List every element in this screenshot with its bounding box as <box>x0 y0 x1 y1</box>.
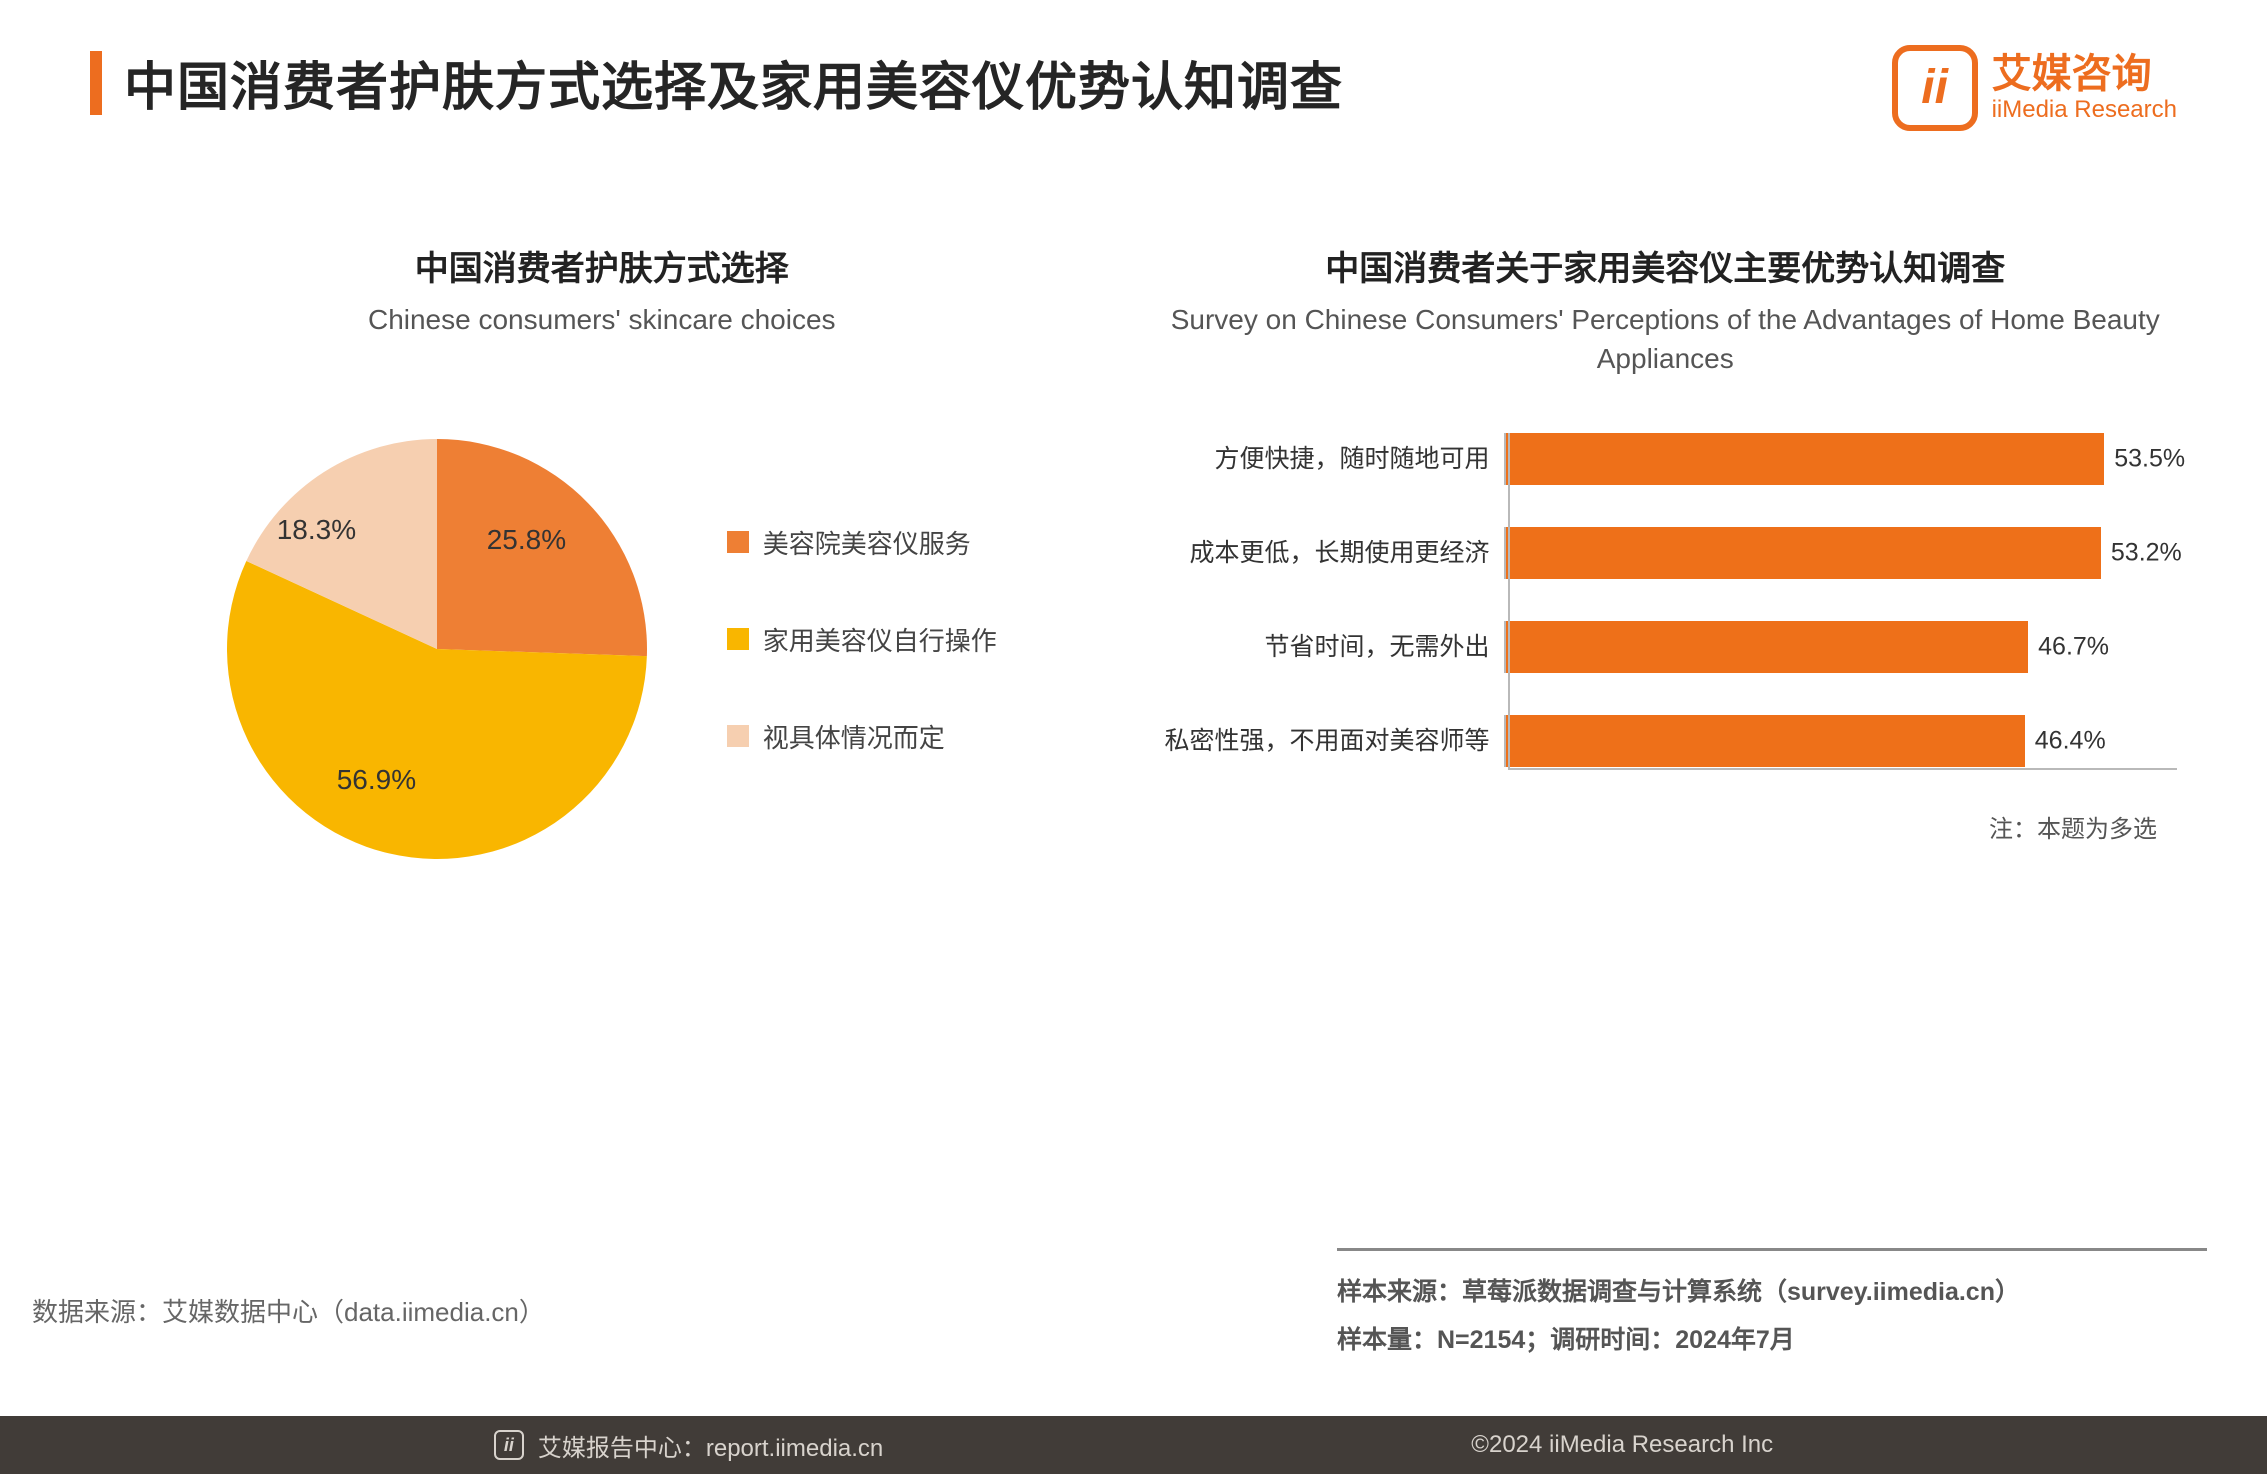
footer-bar: ii 艾媒报告中心：report.iimedia.cn ©2024 iiMedi… <box>0 1416 2267 1474</box>
bar-chart-column: 中国消费者关于家用美容仪主要优势认知调查 Survey on Chinese C… <box>1154 241 2178 869</box>
bar-row: 节省时间，无需外出46.7% <box>1164 621 2178 673</box>
legend-label: 美容院美容仪服务 <box>763 524 971 561</box>
header: 中国消费者护肤方式选择及家用美容仪优势认知调查 ii 艾媒咨询 iiMedia … <box>0 0 2267 131</box>
pie-slice-label: 56.9% <box>337 764 416 796</box>
bar-note: 注：本题为多选 <box>1154 809 2178 844</box>
bar-track: 46.4% <box>1504 715 2178 767</box>
bar-track: 53.2% <box>1504 527 2178 579</box>
sample-source: 样本来源：草莓派数据调查与计算系统（survey.iimedia.cn） <box>1337 1269 2207 1317</box>
bar-category-label: 节省时间，无需外出 <box>1164 631 1504 664</box>
pie-legend-item: 家用美容仪自行操作 <box>727 621 997 658</box>
page-title: 中国消费者护肤方式选择及家用美容仪优势认知调查 <box>124 45 1343 120</box>
legend-label: 视具体情况而定 <box>763 718 945 755</box>
pie-chart-column: 中国消费者护肤方式选择 Chinese consumers' skincare … <box>90 241 1114 869</box>
data-source-left: 数据来源：艾媒数据中心（data.iimedia.cn） <box>32 1292 545 1329</box>
legend-swatch <box>727 725 749 747</box>
pie-legend-item: 美容院美容仪服务 <box>727 524 997 561</box>
bar-fill: 53.5% <box>1506 433 2105 485</box>
pie-slice-label: 25.8% <box>487 524 566 556</box>
footer-logo-icon: ii <box>494 1430 524 1460</box>
pie-slice-label: 18.3% <box>277 514 356 546</box>
bar-title-en: Survey on Chinese Consumers' Perceptions… <box>1154 300 2178 378</box>
logo: ii 艾媒咨询 iiMedia Research <box>1892 45 2177 131</box>
pie-title-cn: 中国消费者护肤方式选择 <box>90 241 1114 290</box>
bar-value-label: 53.2% <box>2111 539 2182 568</box>
pie-legend-item: 视具体情况而定 <box>727 718 997 755</box>
bar-category-label: 方便快捷，随时随地可用 <box>1164 443 1504 476</box>
logo-icon: ii <box>1892 45 1978 131</box>
bar-chart: 方便快捷，随时随地可用53.5% 成本更低，长期使用更经济53.2% 节省时间，无需… <box>1154 433 2178 767</box>
bar-title-cn: 中国消费者关于家用美容仪主要优势认知调查 <box>1154 241 2178 290</box>
pie-svg-box: 25.8% 56.9% 18.3% <box>207 409 667 869</box>
logo-glyph: ii <box>1921 64 1948 112</box>
sample-info-box: 样本来源：草莓派数据调查与计算系统（survey.iimedia.cn） 样本量… <box>1337 1248 2207 1364</box>
title-block: 中国消费者护肤方式选择及家用美容仪优势认知调查 <box>90 45 1343 120</box>
legend-swatch <box>727 531 749 553</box>
bar-value-label: 46.7% <box>2038 633 2109 662</box>
legend-label: 家用美容仪自行操作 <box>763 621 997 658</box>
pie-chart <box>207 409 667 889</box>
bar-track: 53.5% <box>1504 433 2178 485</box>
title-accent-bar <box>90 51 102 115</box>
logo-text: 艾媒咨询 iiMedia Research <box>1992 52 2177 124</box>
bar-track: 46.7% <box>1504 621 2178 673</box>
footer-copyright: ©2024 iiMedia Research Inc <box>1471 1431 1773 1459</box>
bar-row: 成本更低，长期使用更经济53.2% <box>1164 527 2178 579</box>
bar-y-axis <box>1508 433 1510 769</box>
legend-swatch <box>727 628 749 650</box>
logo-text-en: iiMedia Research <box>1992 96 2177 124</box>
bar-baseline <box>1508 768 2178 770</box>
logo-text-cn: 艾媒咨询 <box>1992 52 2177 96</box>
bar-category-label: 成本更低，长期使用更经济 <box>1164 537 1504 570</box>
bar-category-label: 私密性强，不用面对美容师等 <box>1164 725 1504 758</box>
pie-title-en: Chinese consumers' skincare choices <box>90 300 1114 339</box>
pie-wrap: 25.8% 56.9% 18.3% 美容院美容仪服务家用美容仪自行操作视具体情况而定 <box>90 409 1114 869</box>
bar-value-label: 46.4% <box>2035 727 2106 756</box>
bar-fill: 53.2% <box>1506 527 2101 579</box>
bar-fill: 46.7% <box>1506 621 2029 673</box>
bar-row: 私密性强，不用面对美容师等46.4% <box>1164 715 2178 767</box>
pie-legend: 美容院美容仪服务家用美容仪自行操作视具体情况而定 <box>727 524 997 755</box>
bar-row: 方便快捷，随时随地可用53.5% <box>1164 433 2178 485</box>
bar-fill: 46.4% <box>1506 715 2025 767</box>
bar-value-label: 53.5% <box>2114 445 2185 474</box>
charts-row: 中国消费者护肤方式选择 Chinese consumers' skincare … <box>0 131 2267 869</box>
sample-size: 样本量：N=2154；调研时间：2024年7月 <box>1337 1317 2207 1365</box>
footer-center-text: 艾媒报告中心：report.iimedia.cn <box>538 1428 883 1463</box>
